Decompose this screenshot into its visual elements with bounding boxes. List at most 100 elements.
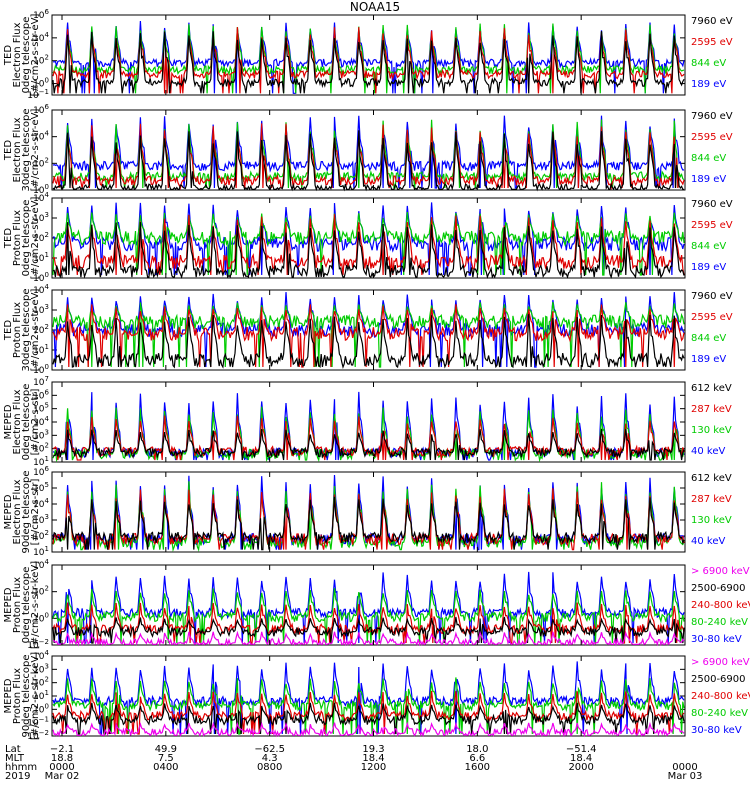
y-axis-label-line: MEPED: [3, 404, 14, 439]
y-tick-label: 106: [33, 8, 49, 21]
series-line-612-kev: [52, 496, 685, 551]
y-tick-label: 104: [33, 649, 49, 662]
y-tick-label: 101: [33, 689, 49, 702]
series-line-2500-6900: [52, 616, 685, 644]
y-axis-label-line: Electron Flux: [12, 479, 23, 544]
legend-entry: 130 keV: [691, 425, 732, 436]
legend-entry: 80-240 keV: [691, 617, 748, 628]
x-tick-label: 0000: [49, 762, 74, 773]
y-tick-label: 104: [33, 497, 49, 510]
y-tick-label: 103: [33, 662, 49, 675]
y-tick-label: 10−2: [27, 729, 49, 742]
y-tick-label: 101: [33, 251, 49, 264]
series-line-612-kev: [52, 428, 685, 461]
y-axis-label-line: 90deg telescope: [21, 470, 32, 553]
y-tick-label: 10−2: [27, 638, 49, 651]
panel-frame-2: [51, 109, 686, 191]
legend-entry: 7960 eV: [691, 199, 733, 210]
legend-entry: 2595 eV: [691, 220, 733, 231]
y-tick-label: 107: [33, 375, 49, 388]
y-tick-label: 102: [33, 231, 49, 244]
y-tick-label: 102: [33, 585, 49, 598]
y-axis-label-line: [#/cm2-s-str-eV]: [30, 289, 41, 372]
series-line--6900-kev: [52, 630, 685, 647]
series-line-844-ev: [52, 23, 685, 94]
y-tick-label: 105: [33, 402, 49, 415]
series-line-7960-ev: [52, 130, 684, 192]
panel-frame-1: [51, 14, 686, 96]
series-line-2500-6900: [52, 702, 685, 735]
y-axis-label-line: TED: [3, 320, 14, 341]
legend-entry: 7960 eV: [691, 16, 733, 27]
bottom-row-label: Lat: [5, 744, 21, 755]
y-axis-label-line: Electron Flux: [12, 117, 23, 182]
y-tick-label: 106: [33, 465, 49, 478]
series-line--6900-kev: [52, 721, 685, 738]
legend-entry: 2500-6900: [691, 583, 746, 594]
y-tick-label: 101: [33, 545, 49, 558]
panel-frame-7: [51, 564, 686, 646]
legend-entry: 287 keV: [691, 404, 732, 415]
bottom-row-label: hhmm: [5, 762, 37, 773]
legend-entry: 189 eV: [691, 354, 726, 365]
y-tick-label: 104: [33, 130, 49, 143]
x-tick-label: 18.8: [51, 753, 73, 764]
y-axis-label-line: Electron Flux: [12, 22, 23, 87]
y-axis-label-line: [#/cm2-s-str-keV]: [30, 652, 41, 740]
x-tick-label: 18.0: [466, 744, 488, 755]
y-axis-label-line: TED: [3, 228, 14, 249]
bottom-row-label: MLT: [5, 753, 25, 764]
legend-entry: 40 keV: [691, 446, 725, 457]
series-line-7960-ev: [52, 314, 685, 370]
legend-entry: 844 eV: [691, 333, 726, 344]
legend-entry: 189 eV: [691, 262, 726, 273]
bottom-row-label: 2019: [5, 771, 30, 782]
y-tick-label: 104: [33, 283, 49, 296]
legend-entry: 7960 eV: [691, 111, 733, 122]
legend-entry: 612 keV: [691, 383, 732, 394]
x-tick-label: 7.5: [158, 753, 174, 764]
x-tick-label: Mar 02: [45, 771, 80, 782]
y-axis-label-line: 0deg telescope: [21, 567, 32, 644]
legend-entry: 189 eV: [691, 79, 726, 90]
series-line-2595-ev: [52, 123, 685, 191]
y-tick-label: 102: [33, 676, 49, 689]
legend-entry: 240-800 keV: [691, 691, 750, 702]
series-line-844-ev: [52, 212, 685, 276]
x-tick-label: −62.5: [254, 744, 285, 755]
y-axis-label-line: [#/cm2-s-str]: [30, 388, 41, 455]
series-line-844-ev: [52, 119, 685, 189]
y-tick-label: 102: [33, 442, 49, 455]
series-line-844-ev: [52, 302, 685, 368]
y-tick-label: 102: [33, 323, 49, 336]
x-tick-label: 6.6: [469, 753, 485, 764]
y-tick-label: 100: [33, 77, 49, 90]
legend-entry: 612 keV: [691, 473, 732, 484]
legend-entry: 240-800 keV: [691, 600, 750, 611]
y-axis-label-line: Proton Flux: [12, 668, 23, 724]
series-line-80-240-kev: [52, 677, 685, 735]
y-axis-label-line: Electron Flux: [12, 389, 23, 454]
legend-entry: 844 eV: [691, 58, 726, 69]
y-axis-label-line: Proton Flux: [12, 302, 23, 358]
legend-entry: 2595 eV: [691, 37, 733, 48]
x-tick-label: 49.9: [155, 744, 177, 755]
y-axis-label-line: [#/cm2-s-str-keV]: [30, 561, 41, 649]
series-line-30-80-kev: [52, 661, 685, 735]
y-tick-label: 104: [33, 558, 49, 571]
legend-entry: 2595 eV: [691, 312, 733, 323]
y-axis-label-line: MEPED: [3, 678, 14, 713]
legend-entry: 30-80 keV: [691, 634, 742, 645]
y-axis-label-line: MEPED: [3, 494, 14, 529]
x-tick-label: −2.1: [50, 744, 74, 755]
x-tick-label: 1200: [361, 762, 386, 773]
x-tick-label: 19.3: [362, 744, 384, 755]
legend-entry: > 6900 keV: [691, 566, 750, 577]
x-tick-label: 0000: [672, 762, 697, 773]
legend-entry: 7960 eV: [691, 291, 733, 302]
y-axis-label-line: [#/cm2-s-str-eV]: [30, 14, 41, 97]
